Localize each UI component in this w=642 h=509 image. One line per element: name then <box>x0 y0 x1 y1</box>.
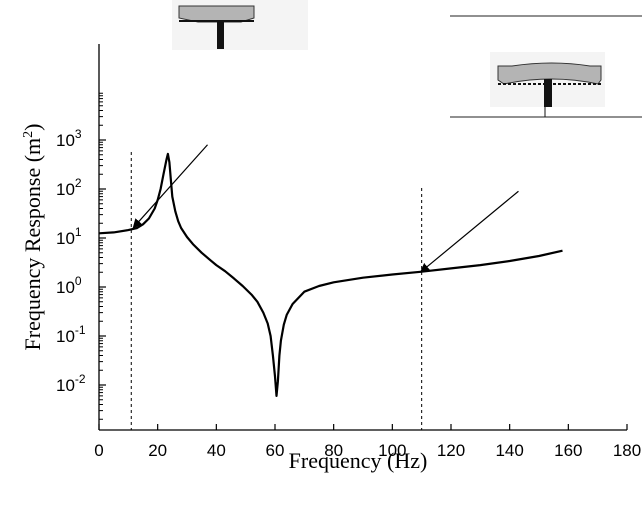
x-ticks: 0 20 40 60 80 100 120 140 160 180 <box>94 424 641 460</box>
inset-mode-shape-2 <box>450 15 642 118</box>
y-ticks: 10-2 10-1 100 101 102 103 <box>56 92 106 420</box>
x-tick-label: 160 <box>554 441 582 460</box>
x-tick-label: 60 <box>266 441 285 460</box>
x-tick-label: 140 <box>495 441 523 460</box>
y-tick-label: 103 <box>56 127 82 150</box>
y-tick-label: 10-2 <box>56 372 86 395</box>
x-tick-label: 0 <box>94 441 103 460</box>
y-tick-label: 102 <box>56 176 82 199</box>
x-tick-label: 40 <box>207 441 226 460</box>
x-tick-label: 20 <box>148 441 167 460</box>
annotation-arrow <box>419 190 519 273</box>
y-axis-title: Frequency Response (m2) <box>20 124 45 351</box>
annotation-arrows <box>132 144 519 273</box>
y-tick-label: 100 <box>56 274 82 297</box>
y-tick-label: 101 <box>56 225 82 248</box>
x-axis-title: Frequency (Hz) <box>289 448 428 473</box>
x-tick-label: 120 <box>437 441 465 460</box>
inset-mode-shape-1 <box>172 0 308 50</box>
frequency-response-curve <box>98 152 563 397</box>
reference-markers <box>130 152 423 430</box>
x-tick-label: 100 <box>378 441 406 460</box>
axes <box>98 44 627 431</box>
annotation-arrow <box>132 144 208 229</box>
x-tick-label: 80 <box>324 441 343 460</box>
x-tick-label: 180 <box>613 441 641 460</box>
y-tick-label: 10-1 <box>56 323 86 346</box>
